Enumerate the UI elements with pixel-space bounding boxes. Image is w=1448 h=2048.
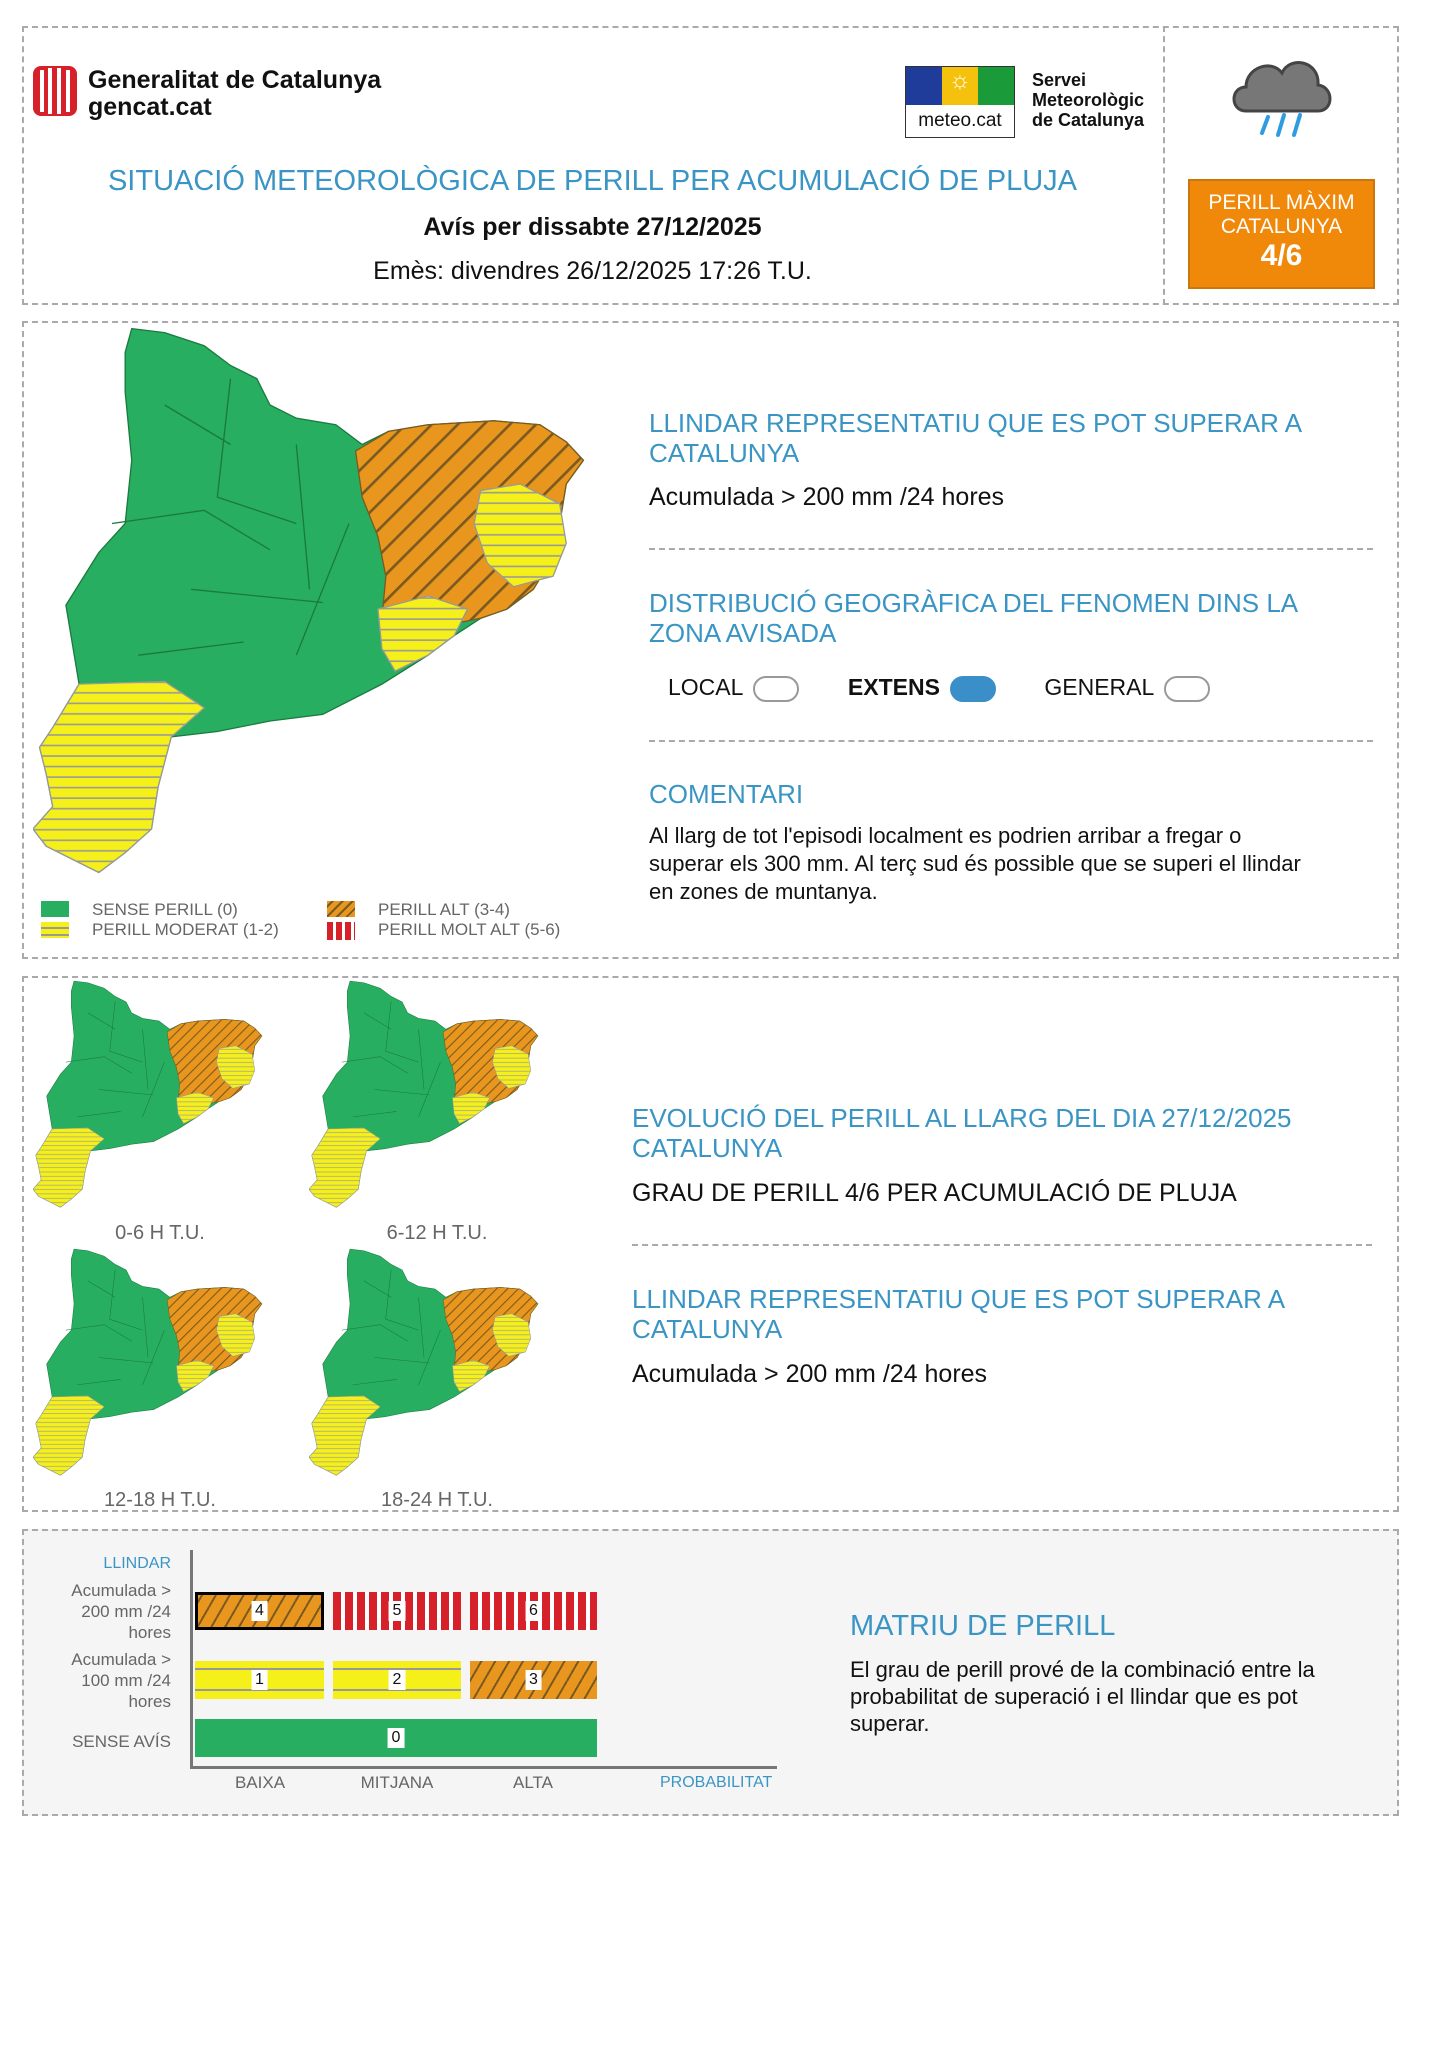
header-divider	[1163, 26, 1165, 305]
meteocat-logo-text: meteo.cat	[918, 110, 1002, 131]
toggle-off[interactable]	[753, 675, 800, 702]
threshold-value: Acumulada > 200 mm /24 hores	[649, 483, 1005, 511]
legend-swatch-yellow	[41, 922, 69, 938]
org-site[interactable]: gencat.cat	[88, 93, 212, 121]
col-label: BAIXA	[234, 1773, 286, 1792]
col-label: MITJANA	[360, 1773, 434, 1792]
divider	[632, 1244, 1372, 1246]
matrix-heading: MATRIU DE PERILL	[850, 1610, 1116, 1642]
period-label: 18-24 H T.U.	[381, 1489, 493, 1511]
matrix-cell-0: 0	[195, 1719, 597, 1757]
map-period-2	[309, 980, 539, 1210]
matrix-cell-5: 5	[333, 1592, 461, 1630]
header-box	[22, 26, 1399, 305]
matrix-cell-1: 1	[195, 1661, 324, 1699]
map-period-4	[309, 1248, 539, 1478]
legend-label: PERILL ALT (3-4)	[378, 900, 510, 919]
max-danger-region: CATALUNYA	[1220, 215, 1343, 238]
summary-box	[22, 321, 1399, 959]
map-period-3	[33, 1248, 263, 1478]
threshold-heading: LLINDAR REPRESENTATIU QUE ES POT SUPERAR…	[649, 408, 1301, 468]
legend-label: PERILL MODERAT (1-2)	[92, 920, 279, 939]
meteocat-logo: ☼ meteo.cat	[905, 66, 1015, 138]
row-label: Acumulada > 100 mm /24 hores	[71, 1650, 171, 1711]
row-label: Acumulada > 200 mm /24 hores	[71, 1581, 171, 1642]
max-danger-value: 4/6	[1260, 239, 1303, 272]
max-danger-badge: PERILL MÀXIM CATALUNYA 4/6	[1188, 179, 1375, 289]
cell-value: 6	[525, 1601, 542, 1621]
smc-line: Servei	[1032, 70, 1087, 90]
gencat-logo	[33, 66, 77, 116]
sun-icon: ☼	[942, 67, 978, 105]
warning-date: Avís per dissabte 27/12/2025	[423, 213, 762, 241]
legend-swatch-green	[41, 901, 69, 917]
org-name: Generalitat de Catalunya	[88, 66, 382, 94]
smc-name: Servei Meteorològic de Catalunya	[1032, 70, 1144, 130]
cell-value: 2	[388, 1670, 406, 1690]
smc-line: de Catalunya	[1032, 110, 1145, 130]
distribution-options: LOCAL EXTENS GENERAL	[668, 674, 1254, 702]
catalonia-danger-map	[33, 326, 586, 879]
rain-cloud-icon	[1232, 61, 1332, 137]
matrix-cell-6: 6	[470, 1592, 597, 1630]
matrix-cell-2: 2	[333, 1661, 461, 1699]
divider	[649, 740, 1373, 742]
option-local[interactable]: LOCAL	[668, 674, 800, 702]
legend-swatch-orange	[327, 901, 355, 917]
danger-grade: GRAU DE PERILL 4/6 PER ACUMULACIÓ DE PLU…	[632, 1179, 1237, 1207]
cell-value: 3	[525, 1670, 542, 1690]
issued-date: Emès: divendres 26/12/2025 17:26 T.U.	[373, 257, 812, 285]
distribution-heading: DISTRIBUCIÓ GEOGRÀFICA DEL FENOMEN DINS …	[649, 588, 1297, 648]
evolution-threshold-heading: LLINDAR REPRESENTATIU QUE ES POT SUPERAR…	[632, 1284, 1284, 1344]
period-label: 6-12 H T.U.	[386, 1222, 488, 1244]
option-label: LOCAL	[668, 674, 744, 700]
page-title: SITUACIÓ METEOROLÒGICA DE PERILL PER ACU…	[107, 165, 1078, 197]
smc-line: Meteorològic	[1032, 90, 1145, 110]
toggle-off[interactable]	[1164, 675, 1211, 702]
toggle-on[interactable]	[949, 675, 996, 702]
cell-value: 1	[251, 1670, 268, 1690]
cell-value: 4	[251, 1601, 268, 1621]
matrix-cell-4: 4	[195, 1592, 324, 1630]
legend-label: SENSE PERILL (0)	[92, 900, 238, 919]
evolution-box	[22, 976, 1399, 1512]
comment-text: Al llarg de tot l'episodi localment es p…	[649, 823, 1301, 904]
y-axis	[190, 1550, 193, 1768]
matrix-y-title: LLINDAR	[103, 1555, 171, 1572]
option-label: GENERAL	[1044, 674, 1155, 700]
max-danger-label: PERILL MÀXIM	[1208, 191, 1355, 214]
period-label: 12-18 H T.U.	[104, 1489, 216, 1511]
legend-swatch-red	[327, 922, 355, 940]
option-label: EXTENS	[847, 674, 940, 700]
evolution-heading: EVOLUCIÓ DEL PERILL AL LLARG DEL DIA 27/…	[632, 1103, 1292, 1163]
matrix-text: El grau de perill prové de la combinació…	[850, 1657, 1315, 1736]
option-general[interactable]: GENERAL	[1044, 674, 1211, 702]
matrix-x-title: PROBABILITAT	[660, 1774, 773, 1791]
matrix-cell-3: 3	[470, 1661, 597, 1699]
legend-label: PERILL MOLT ALT (5-6)	[378, 920, 561, 939]
row-label: SENSE AVÍS	[72, 1732, 171, 1751]
period-label: 0-6 H T.U.	[115, 1222, 205, 1244]
x-axis	[190, 1766, 777, 1769]
comment-heading: COMENTARI	[649, 779, 804, 809]
map-period-1	[33, 980, 263, 1210]
divider	[649, 548, 1373, 550]
option-extens[interactable]: EXTENS	[848, 674, 996, 702]
cell-value: 0	[387, 1728, 405, 1748]
evolution-threshold-value: Acumulada > 200 mm /24 hores	[632, 1360, 988, 1388]
col-label: ALTA	[513, 1773, 553, 1792]
cell-value: 5	[388, 1601, 406, 1621]
